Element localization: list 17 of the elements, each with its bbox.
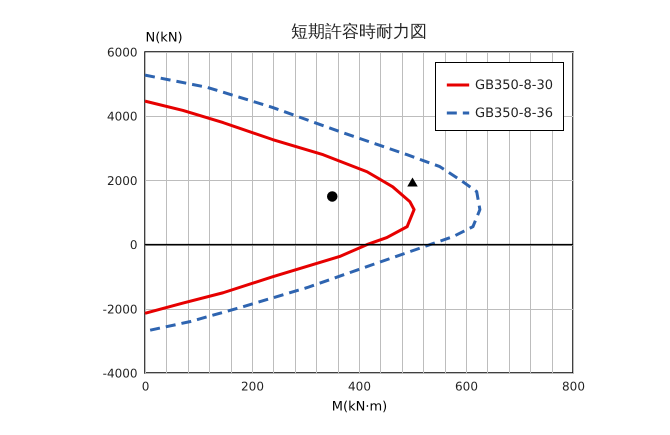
y-tick-label: 6000 — [106, 46, 138, 60]
chart-title: 短期許容時耐力図 — [291, 22, 427, 42]
legend-label: GB350-8-36 — [475, 106, 553, 121]
y-tick-label: -4000 — [102, 366, 138, 380]
line-series — [144, 100, 416, 315]
x-tick-label: 200 — [241, 380, 264, 394]
y-tick-label: 2000 — [106, 174, 138, 188]
legend-label: GB350-8-30 — [475, 78, 553, 93]
y-tick-label: -2000 — [102, 302, 138, 316]
y-tick-label: 4000 — [106, 110, 138, 124]
x-tick-label: 0 — [142, 380, 150, 394]
y-tick-label: 0 — [130, 238, 138, 252]
y-axis-title: N(kN) — [146, 30, 183, 46]
x-tick-label: 600 — [455, 380, 478, 394]
x-tick-label: 800 — [562, 380, 585, 394]
x-tick-label: 400 — [348, 380, 371, 394]
x-axis-title: M(kN·m) — [332, 400, 388, 414]
